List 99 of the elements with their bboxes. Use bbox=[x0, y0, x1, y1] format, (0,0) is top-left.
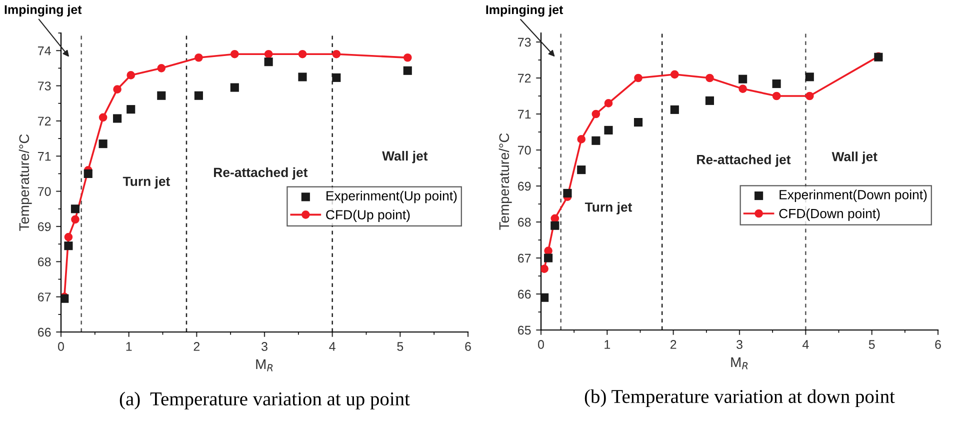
y-axis-title: Temperature/°C bbox=[18, 134, 32, 231]
point bbox=[541, 293, 549, 302]
annotation: Turn jet bbox=[584, 202, 632, 214]
point bbox=[544, 246, 552, 255]
y-tick-label: 71 bbox=[38, 152, 51, 161]
y-tick-label: 66 bbox=[518, 290, 531, 299]
y-tick-label: 68 bbox=[518, 218, 531, 227]
point bbox=[298, 72, 307, 82]
point bbox=[264, 50, 273, 58]
point bbox=[194, 53, 203, 62]
text: Impinging jet bbox=[4, 4, 82, 17]
point bbox=[705, 96, 714, 105]
y-tick-label: 67 bbox=[518, 254, 531, 263]
point bbox=[604, 99, 613, 108]
x-tick-label: 3 bbox=[736, 340, 742, 349]
y-tick-label: 73 bbox=[38, 82, 51, 90]
point bbox=[577, 135, 586, 144]
text: (b) Temperature variation at down point bbox=[584, 389, 895, 408]
point bbox=[157, 64, 166, 72]
annotation: Wall jet bbox=[832, 152, 878, 164]
point bbox=[592, 110, 600, 118]
legend-label: Experinment(Down point) bbox=[780, 190, 927, 202]
x-tick-label: 2 bbox=[194, 342, 200, 351]
point bbox=[70, 204, 80, 214]
text: (a) Temperature variation at up point bbox=[120, 392, 410, 410]
legend-label: CFD(Up point) bbox=[326, 210, 410, 222]
point bbox=[230, 50, 239, 58]
annotation: Turn jet bbox=[122, 176, 170, 189]
x-tick-label: 2 bbox=[670, 340, 676, 349]
y-tick-label: 72 bbox=[38, 116, 51, 126]
point bbox=[264, 58, 273, 66]
point bbox=[670, 105, 679, 114]
text: Impinging jet bbox=[486, 4, 564, 17]
point bbox=[541, 264, 548, 273]
point bbox=[84, 169, 92, 178]
x-axis-title: M$_{R}$ bbox=[256, 359, 273, 372]
legend-label: CFD(Down point) bbox=[779, 208, 880, 221]
point bbox=[113, 114, 122, 123]
y-tick-label: 69 bbox=[38, 222, 51, 232]
point bbox=[230, 83, 239, 92]
x-tick-label: 0 bbox=[58, 342, 64, 351]
point bbox=[604, 126, 613, 134]
point bbox=[577, 166, 586, 174]
point bbox=[738, 74, 748, 84]
point bbox=[71, 215, 80, 224]
x-axis-title: M$_{R}$ bbox=[731, 357, 748, 370]
y-axis-title: Temperature/°C bbox=[498, 133, 512, 230]
annotation: Re-attached jet bbox=[214, 167, 308, 180]
x-tick-label: 1 bbox=[604, 340, 610, 349]
point bbox=[670, 70, 679, 79]
point bbox=[634, 74, 642, 82]
point bbox=[550, 221, 560, 230]
x-tick-label: 4 bbox=[329, 342, 336, 351]
y-tick-label: 68 bbox=[38, 257, 51, 266]
x-tick-label: 4 bbox=[802, 340, 809, 349]
point bbox=[126, 71, 136, 80]
y-tick-label: 73 bbox=[518, 38, 531, 47]
point bbox=[64, 242, 73, 250]
point bbox=[772, 79, 781, 88]
annotation: Wall jet bbox=[382, 150, 428, 164]
legend-label: Experinment(Up point) bbox=[326, 190, 457, 204]
point bbox=[64, 232, 73, 242]
point bbox=[157, 91, 166, 100]
point bbox=[592, 136, 600, 145]
x-tick-label: 3 bbox=[262, 342, 268, 351]
y-tick-label: 72 bbox=[518, 74, 531, 83]
annotation: Re-attached jet bbox=[697, 154, 791, 167]
x-tick-label: 1 bbox=[126, 342, 132, 351]
point bbox=[805, 92, 814, 100]
point bbox=[634, 118, 643, 127]
point bbox=[113, 85, 122, 94]
y-tick-label: 65 bbox=[518, 326, 531, 335]
point bbox=[544, 254, 553, 262]
point bbox=[805, 72, 814, 82]
point bbox=[563, 188, 572, 198]
point bbox=[706, 74, 714, 82]
y-tick-label: 69 bbox=[518, 182, 531, 191]
point bbox=[403, 53, 412, 62]
x-tick-label: 6 bbox=[465, 342, 471, 351]
point bbox=[194, 91, 203, 100]
y-tick-label: 74 bbox=[38, 46, 51, 56]
y-tick-label: 71 bbox=[518, 110, 531, 119]
point bbox=[332, 73, 341, 82]
x-tick-label: 0 bbox=[538, 340, 544, 349]
point bbox=[126, 105, 136, 114]
y-tick-label: 70 bbox=[518, 146, 531, 155]
point bbox=[332, 50, 341, 58]
point bbox=[772, 92, 781, 100]
point bbox=[98, 140, 108, 148]
point bbox=[98, 113, 108, 122]
x-tick-label: 6 bbox=[935, 340, 941, 349]
point bbox=[403, 66, 412, 75]
y-tick-label: 70 bbox=[38, 187, 51, 196]
point bbox=[738, 84, 747, 93]
x-tick-label: 5 bbox=[868, 340, 875, 349]
x-tick-label: 5 bbox=[397, 342, 404, 351]
y-tick-label: 67 bbox=[38, 292, 51, 302]
y-tick-label: 66 bbox=[38, 328, 51, 337]
point bbox=[298, 50, 307, 58]
